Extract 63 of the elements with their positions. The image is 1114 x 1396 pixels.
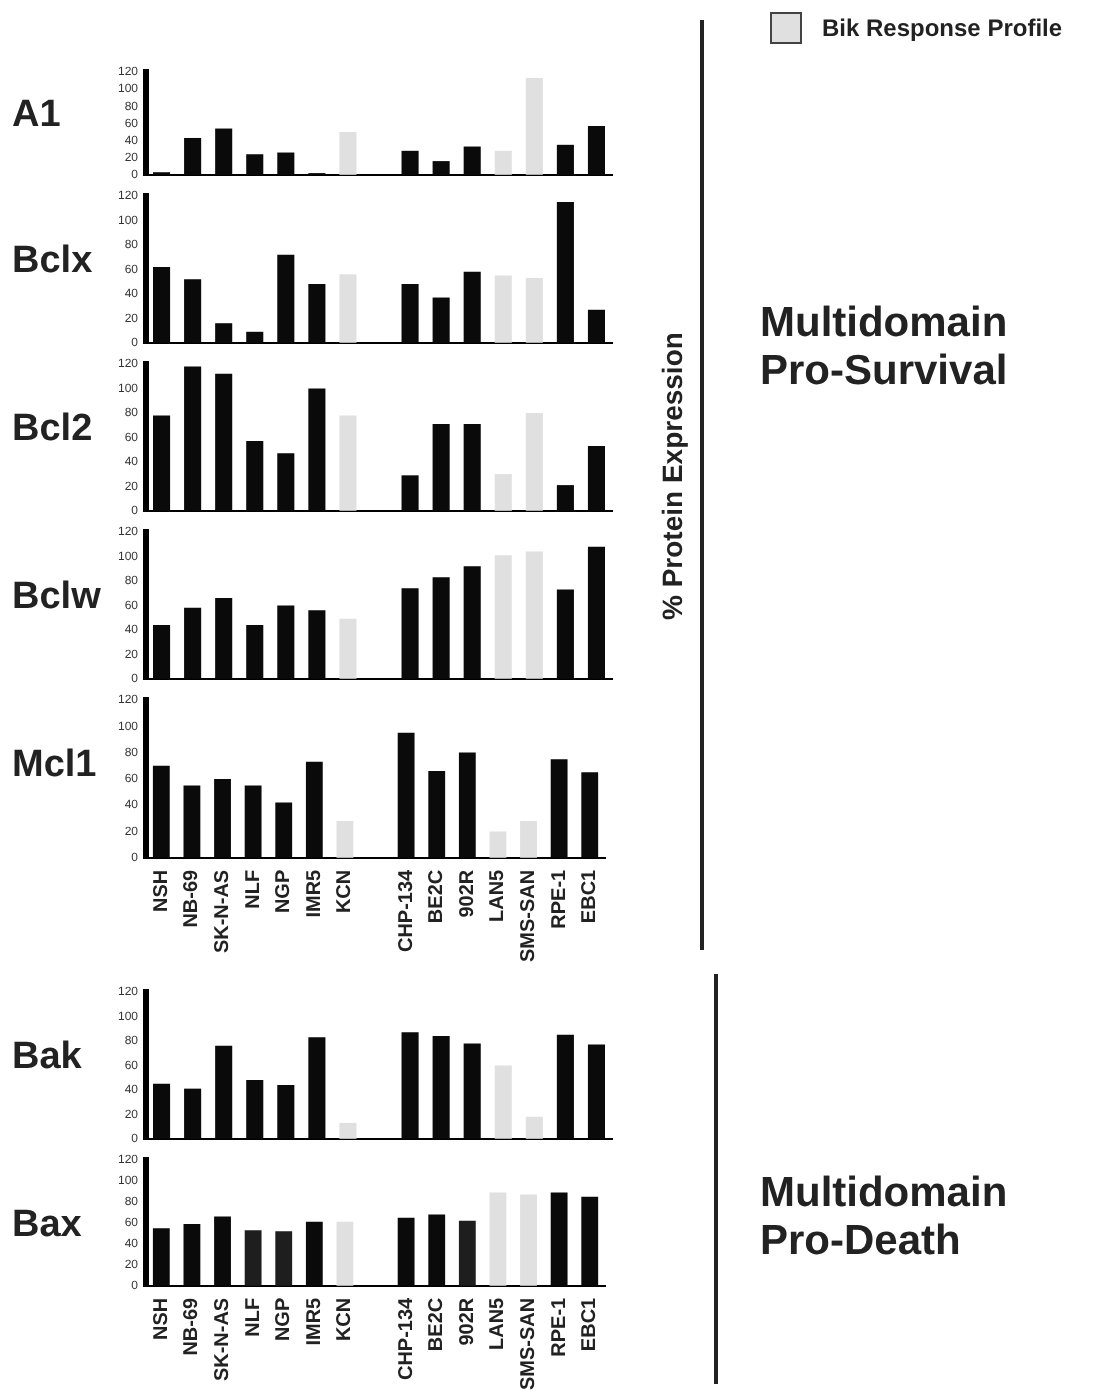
- bar: [494, 474, 512, 511]
- bar: [336, 1221, 354, 1286]
- x-tick-label: NB-69: [181, 1296, 204, 1356]
- bar: [339, 131, 357, 175]
- y-axis-title: % Protein Expression: [656, 332, 688, 620]
- x-tick-label: BE2C: [426, 869, 449, 924]
- x-tick-label: NLF: [242, 1297, 265, 1337]
- x-tick-label: NSH: [150, 869, 173, 913]
- text: Bclw: [12, 576, 101, 620]
- x-tick-label: SK-N-AS: [212, 1297, 235, 1382]
- text: Bax: [12, 1204, 82, 1248]
- bar: [458, 1220, 476, 1286]
- x-tick-label: IMR5: [303, 868, 326, 918]
- x-tick-label: SMS-SAN: [518, 1297, 541, 1391]
- x-tick-label: KCN: [334, 869, 357, 914]
- x-tick-label: IMR5: [303, 1296, 326, 1346]
- x-tick-label: RPE-1: [548, 868, 571, 929]
- text: Bik Response Profile: [822, 14, 1063, 42]
- text: Multidomain Pro-Survival: [760, 300, 1008, 396]
- text: Bak: [12, 1036, 82, 1080]
- bar: [275, 1231, 293, 1286]
- bar: [494, 555, 512, 679]
- x-tick-label: NB-69: [181, 868, 204, 928]
- bar: [339, 618, 357, 679]
- x-tick-label: BE2C: [426, 1297, 449, 1352]
- text: Mcl1: [12, 744, 97, 788]
- x-tick-label: SK-N-AS: [212, 869, 235, 954]
- x-tick-label: CHP-134: [395, 868, 418, 953]
- x-tick-label: 902R: [456, 868, 479, 918]
- bar: [520, 820, 537, 858]
- bar: [494, 1065, 512, 1139]
- bar: [244, 1230, 262, 1286]
- text: Multidomain Pro-Death: [760, 1170, 1008, 1266]
- text: Bcl2: [12, 408, 93, 452]
- bar: [525, 412, 543, 511]
- x-tick-label: NLF: [242, 869, 265, 909]
- text: Bclx: [12, 240, 93, 284]
- bar: [336, 820, 354, 858]
- x-tick-label: EBC1: [579, 1296, 602, 1352]
- bar: [525, 277, 543, 343]
- bar: [525, 78, 543, 175]
- x-tick-label: CHP-134: [395, 1296, 418, 1381]
- bar: [339, 274, 357, 343]
- x-tick-label: NSH: [150, 1297, 173, 1341]
- x-tick-label: KCN: [334, 1297, 357, 1342]
- x-tick-label: LAN5: [487, 1296, 510, 1351]
- bar: [489, 1192, 507, 1286]
- bar: [525, 551, 543, 679]
- x-tick-label: RPE-1: [548, 1296, 571, 1357]
- bar: [525, 1116, 543, 1139]
- bar: [339, 1122, 357, 1139]
- x-tick-label: EBC1: [579, 868, 602, 924]
- text: A1: [12, 94, 61, 138]
- x-tick-label: LAN5: [487, 868, 510, 923]
- bar: [494, 150, 512, 175]
- bar: [489, 831, 507, 858]
- bar: [494, 275, 512, 343]
- x-tick-label: SMS-SAN: [518, 869, 541, 963]
- x-tick-label: 902R: [456, 1296, 479, 1346]
- x-tick-label: NGP: [273, 869, 296, 914]
- x-tick-label: NGP: [273, 1297, 296, 1342]
- bar: [520, 1194, 537, 1286]
- bar: [339, 415, 357, 511]
